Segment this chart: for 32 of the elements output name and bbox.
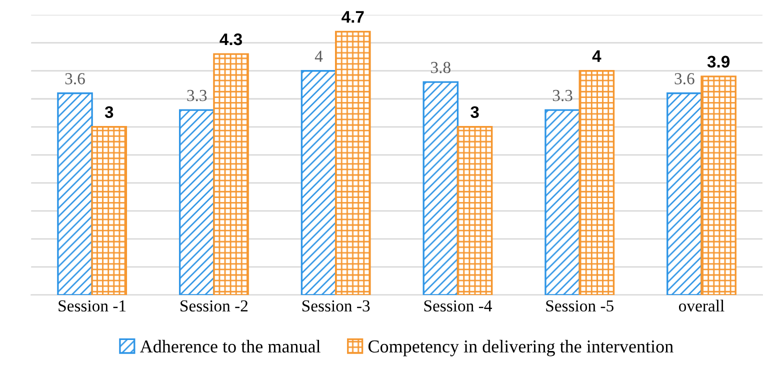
data-label: 3.8	[431, 62, 450, 74]
data-label: 3.3	[552, 90, 572, 102]
bar	[544, 109, 580, 295]
data-label: 3	[104, 106, 114, 118]
data-label: 3.6	[65, 73, 85, 84]
bar	[178, 109, 215, 295]
data-label: 3.9	[707, 56, 730, 68]
legend-label: Adherence to the manual	[140, 340, 320, 353]
data-label: 3.3	[187, 90, 207, 102]
bar	[91, 126, 128, 295]
bar	[422, 81, 459, 295]
x-tick-label: Session -4	[424, 300, 492, 312]
bar	[456, 126, 493, 295]
x-tick-label: Session -1	[58, 300, 126, 312]
data-label: 4.3	[220, 33, 242, 46]
data-label: 3.6	[674, 73, 694, 84]
bar	[300, 70, 337, 295]
bar	[666, 92, 702, 295]
data-label: 4	[592, 50, 602, 62]
bar	[578, 70, 615, 295]
bar	[213, 53, 249, 295]
data-label: 4	[314, 50, 323, 62]
data-label: 4.7	[342, 11, 364, 23]
data-label: 3	[470, 106, 479, 118]
legend-label: Competency in delivering the intervention	[368, 340, 674, 356]
bar	[335, 30, 371, 295]
bar	[700, 76, 736, 295]
bar	[57, 92, 93, 295]
x-tick-label: overall	[678, 300, 724, 312]
x-tick-label: Session -2	[180, 300, 248, 312]
x-tick-label: Session -3	[302, 300, 370, 312]
x-tick-label: Session -5	[546, 300, 614, 312]
